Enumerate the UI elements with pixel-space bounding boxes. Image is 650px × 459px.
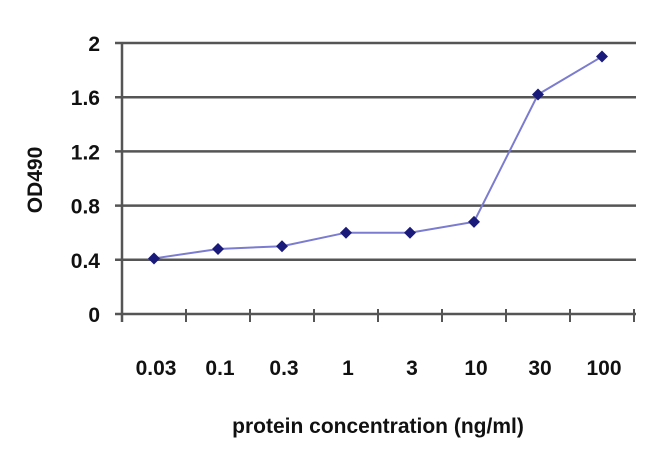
- y-tick-label: 1.6: [71, 87, 100, 110]
- y-axis-label: OD490: [24, 147, 47, 214]
- gridlines: [115, 41, 636, 316]
- x-axis-label: protein concentration (ng/ml): [232, 415, 524, 438]
- data-point: [276, 240, 288, 253]
- y-tick-label: 2: [88, 33, 100, 56]
- data-point: [468, 215, 480, 228]
- x-tick-label: 100: [586, 357, 621, 380]
- x-tick-label: 1: [342, 357, 354, 380]
- x-tick-label: 3: [406, 357, 418, 380]
- series-line: [153, 55, 603, 260]
- axes: [120, 43, 635, 322]
- data-point: [404, 226, 416, 239]
- y-tick-label: 0.4: [71, 250, 101, 273]
- y-tick-label: 0: [88, 304, 100, 327]
- data-point: [148, 252, 160, 265]
- y-tick-label: 1.2: [71, 141, 100, 164]
- y-tick-label: 0.8: [71, 196, 101, 219]
- x-tick-label: 0.1: [205, 357, 235, 380]
- x-tick-label: 0.03: [136, 357, 177, 380]
- x-tick-labels: 0.03 0.1 0.3 1 3 10 30 100: [136, 357, 622, 380]
- x-tick-label: 30: [528, 357, 551, 380]
- x-tick-label: 10: [464, 357, 487, 380]
- data-points: [148, 50, 608, 265]
- x-tick-label: 0.3: [269, 357, 298, 380]
- y-tick-labels: 0 0.4 0.8 1.2 1.6 2: [71, 33, 101, 327]
- data-point: [340, 226, 352, 239]
- data-point: [596, 50, 608, 63]
- data-point: [212, 242, 224, 255]
- data-point: [532, 88, 544, 101]
